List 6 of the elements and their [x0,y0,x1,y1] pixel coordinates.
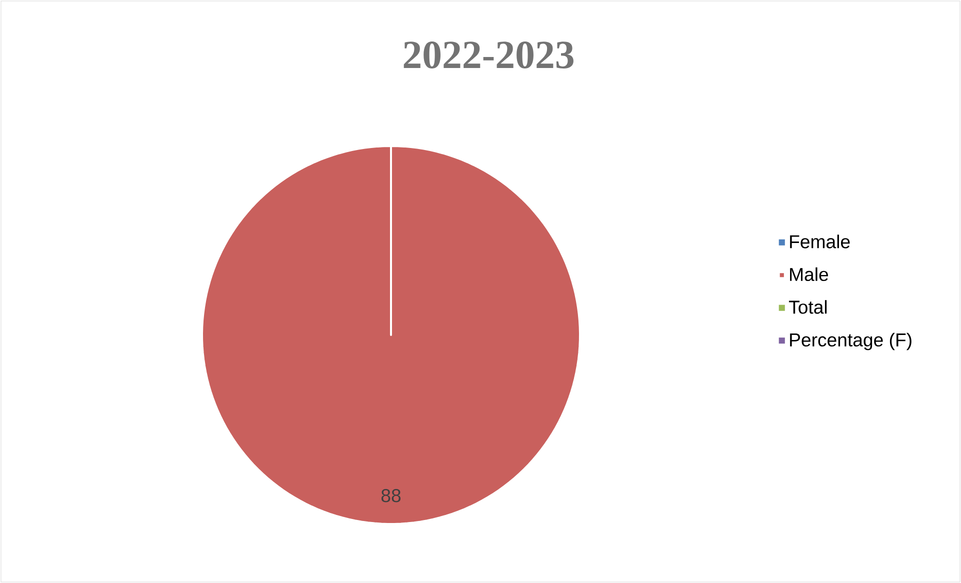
legend-label: Total [788,300,827,314]
legend-label: Female [790,234,850,248]
legend-label: Percentage (F) [790,332,912,350]
chart-title: 2022-2023 [404,42,574,68]
legend-label: Male [790,267,828,282]
data-label: 88 [381,489,401,502]
